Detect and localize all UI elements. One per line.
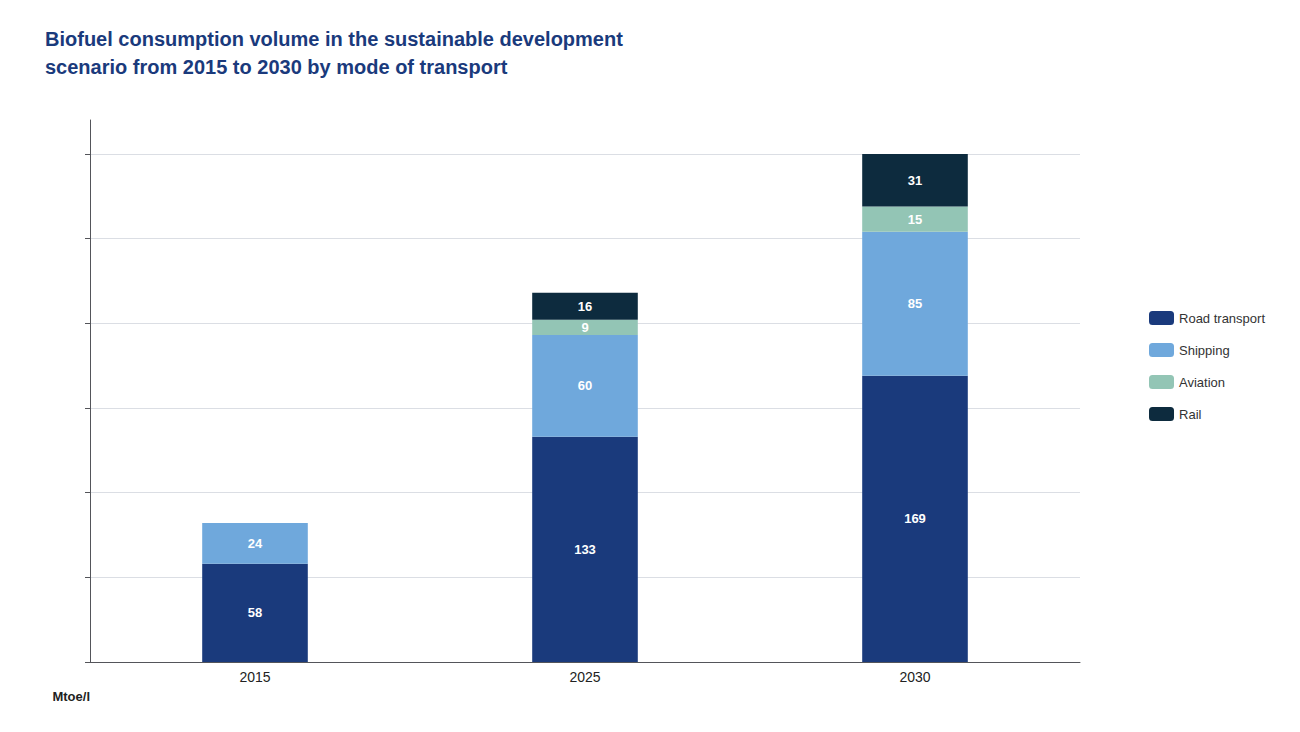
svg-text:Aviation: Aviation bbox=[1179, 375, 1225, 390]
svg-text:scenario from 2015 to 2030 by: scenario from 2015 to 2030 by mode of tr… bbox=[45, 56, 508, 78]
svg-text:58: 58 bbox=[248, 605, 262, 620]
svg-text:31: 31 bbox=[908, 173, 922, 188]
svg-text:15: 15 bbox=[908, 212, 922, 227]
svg-text:16: 16 bbox=[578, 299, 592, 314]
svg-text:2025: 2025 bbox=[569, 669, 600, 685]
svg-text:Road transport: Road transport bbox=[1179, 311, 1265, 326]
svg-text:2030: 2030 bbox=[899, 669, 930, 685]
svg-text:Mtoe/l: Mtoe/l bbox=[52, 689, 90, 704]
svg-text:133: 133 bbox=[574, 542, 596, 557]
svg-text:2015: 2015 bbox=[239, 669, 270, 685]
svg-text:Rail: Rail bbox=[1179, 407, 1202, 422]
svg-text:Shipping: Shipping bbox=[1179, 343, 1230, 358]
svg-text:60: 60 bbox=[578, 378, 592, 393]
svg-text:Biofuel consumption volume in: Biofuel consumption volume in the sustai… bbox=[45, 28, 623, 50]
svg-text:85: 85 bbox=[908, 296, 922, 311]
svg-text:24: 24 bbox=[248, 536, 263, 551]
svg-text:9: 9 bbox=[581, 320, 588, 335]
svg-text:169: 169 bbox=[904, 511, 926, 526]
